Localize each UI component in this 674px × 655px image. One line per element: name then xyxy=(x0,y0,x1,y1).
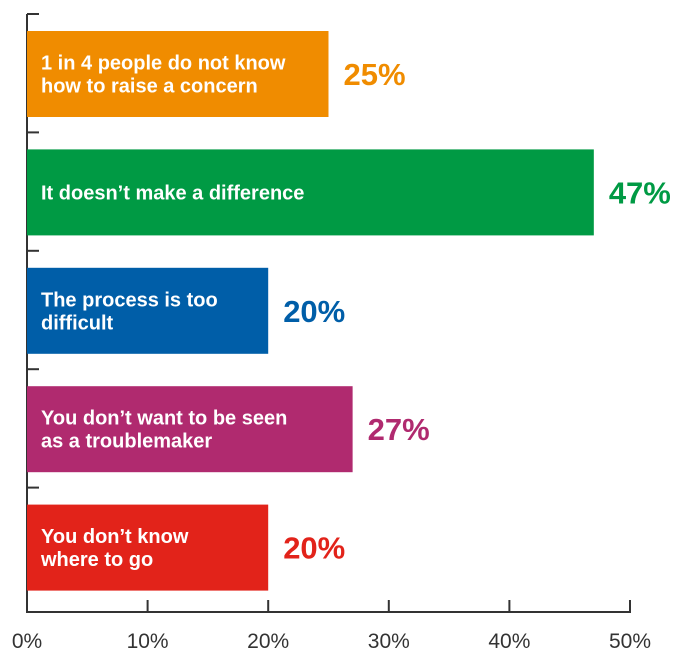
bar-value-label: 25% xyxy=(344,57,406,92)
bar-category-label: It doesn’t make a difference xyxy=(41,182,304,204)
bar-category-label: The process is too difficult xyxy=(41,289,218,334)
x-tick-labels: 0% 10% 20% 30% 40% 50% xyxy=(12,630,651,653)
x-tick-label: 10% xyxy=(127,630,169,653)
bar xyxy=(27,386,353,473)
bar xyxy=(27,31,329,117)
bar-value-label: 20% xyxy=(283,294,345,329)
bar-value-label: 47% xyxy=(609,175,671,210)
bar-value-label: 20% xyxy=(283,531,345,566)
bar-category-label: 1 in 4 people do not know how to raise a … xyxy=(41,53,286,98)
bar-category-label: You don’t know where to go xyxy=(40,526,189,571)
x-tick-label: 30% xyxy=(368,630,410,653)
x-tick-label: 20% xyxy=(247,630,289,653)
bar-value-label: 27% xyxy=(368,412,430,447)
x-tick-label: 0% xyxy=(12,630,42,653)
x-tick-label: 50% xyxy=(609,630,651,653)
bars: 1 in 4 people do not know how to raise a … xyxy=(27,31,671,591)
bar-category-label: You don’t want to be seen as a troublemak… xyxy=(41,408,287,453)
bar xyxy=(27,149,594,236)
bar xyxy=(27,267,269,354)
x-tick-label: 40% xyxy=(488,630,530,653)
bar xyxy=(27,504,269,591)
